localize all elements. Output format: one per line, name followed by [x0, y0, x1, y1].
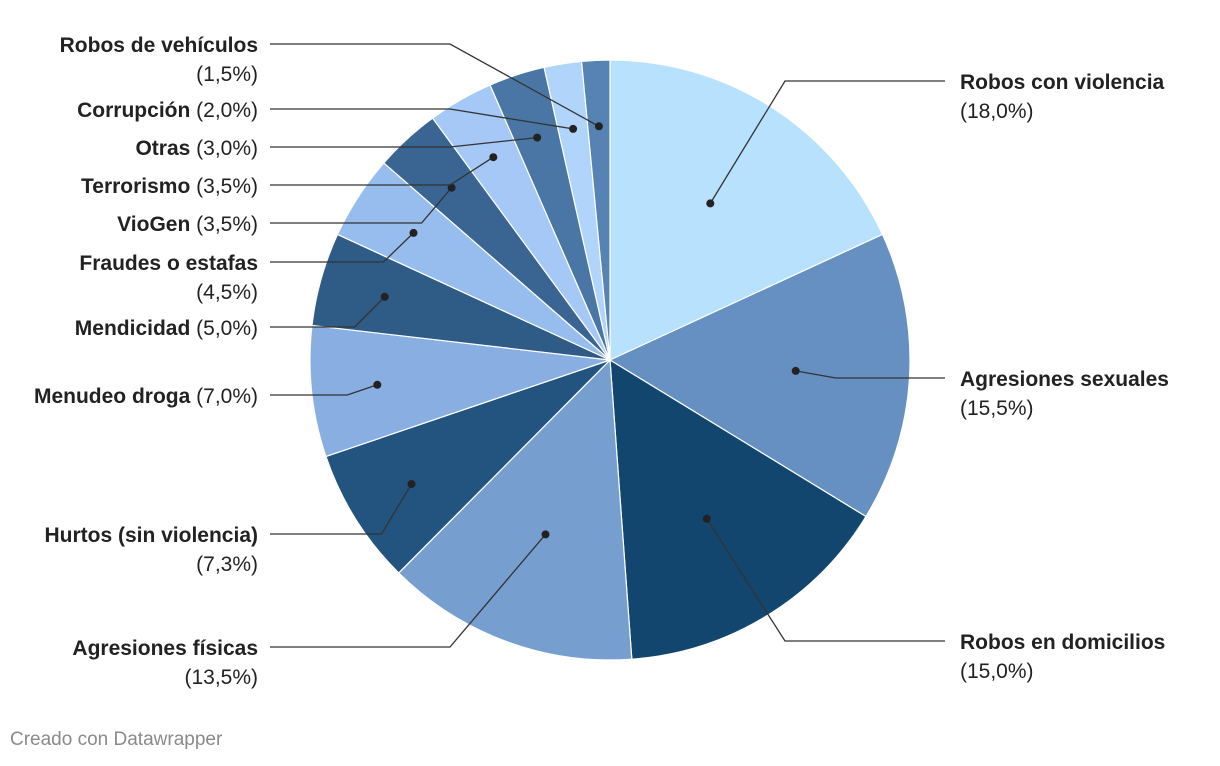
label-hurtos-sin-violencia: Hurtos (sin violencia) (7,3%): [44, 524, 258, 576]
leader-lines: [270, 43, 945, 648]
pie-slices: [309, 59, 911, 661]
leader-line-menudeo-droga: [270, 384, 378, 396]
label-pct-menudeo-droga: (7,0%): [190, 385, 258, 408]
slice-agresiones-fisicas: [397, 358, 633, 661]
label-pct-mendicidad: (5,0%): [190, 317, 258, 340]
leader-line-viogen: [270, 187, 453, 224]
label-name-corrupcion: Corrupción: [77, 99, 190, 122]
leader-dot-robos-de-vehiculos: [594, 122, 603, 131]
label-agresiones-sexuales: Agresiones sexuales (15,5%): [960, 368, 1169, 420]
label-pct-robos-en-domicilios: (15,0%): [960, 660, 1034, 683]
label-pct-terrorismo: (3,5%): [190, 175, 258, 198]
label-pct-agresiones-sexuales: (15,5%): [960, 397, 1034, 420]
label-robos-en-domicilios: Robos en domicilios (15,0%): [960, 631, 1165, 683]
label-name-otras: Otras: [135, 137, 190, 160]
label-otras: Otras (3,0%): [135, 137, 258, 160]
label-agresiones-fisicas: Agresiones físicas (13,5%): [72, 637, 258, 689]
leader-dot-fraudes-o-estafas: [409, 228, 418, 237]
leader-dot-terrorismo: [489, 153, 498, 162]
label-name-menudeo-droga: Menudeo droga: [34, 385, 191, 408]
credit-text: Creado con Datawrapper: [10, 729, 223, 750]
label-pct-hurtos-sin-violencia: (7,3%): [196, 553, 258, 576]
label-pct-robos-con-violencia: (18,0%): [960, 100, 1034, 123]
leader-dot-mendicidad: [380, 292, 389, 301]
label-pct-fraudes-o-estafas: (4,5%): [196, 281, 258, 304]
leader-line-agresiones-sexuales: [795, 370, 945, 379]
label-name-fraudes-o-estafas: Fraudes o estafas: [79, 252, 258, 275]
slice-robos-con-violencia: [609, 59, 884, 361]
leader-line-mendicidad: [270, 296, 386, 328]
label-pct-corrupcion: (2,0%): [190, 99, 258, 122]
label-mendicidad: Mendicidad (5,0%): [75, 317, 258, 340]
leader-line-terrorismo: [270, 156, 494, 186]
label-name-mendicidad: Mendicidad: [75, 317, 191, 340]
label-name-viogen: VioGen: [117, 213, 190, 236]
leader-line-otras: [270, 136, 538, 148]
leader-dot-agresiones-fisicas: [541, 530, 550, 539]
label-pct-viogen: (3,5%): [190, 213, 258, 236]
label-name-hurtos-sin-violencia: Hurtos (sin violencia): [44, 524, 258, 547]
label-menudeo-droga: Menudeo droga (7,0%): [34, 385, 258, 408]
label-pct-otras: (3,0%): [190, 137, 258, 160]
leader-line-robos-en-domicilios: [706, 518, 945, 642]
leader-dot-corrupcion: [569, 124, 578, 133]
leader-dot-menudeo-droga: [373, 380, 382, 389]
label-name-agresiones-fisicas: Agresiones físicas: [72, 637, 258, 660]
leader-line-agresiones-fisicas: [270, 533, 546, 648]
leader-dot-viogen: [447, 183, 456, 192]
label-name-agresiones-sexuales: Agresiones sexuales: [960, 368, 1169, 391]
label-robos-con-violencia: Robos con violencia (18,0%): [960, 71, 1165, 123]
label-name-terrorismo: Terrorismo: [81, 175, 190, 198]
leader-dot-robos-con-violencia: [706, 199, 715, 208]
label-terrorismo: Terrorismo (3,5%): [81, 175, 258, 198]
slice-robos-de-vehiculos: [580, 59, 611, 361]
slice-robos-en-domicilios: [609, 358, 867, 660]
leader-dot-otras: [533, 133, 542, 142]
leader-line-robos-de-vehiculos: [270, 43, 600, 127]
label-robos-de-vehiculos: Robos de vehículos (1,5%): [60, 34, 258, 86]
slice-menudeo-droga: [309, 324, 611, 458]
label-name-robos-con-violencia: Robos con violencia: [960, 71, 1165, 94]
slice-hurtos-sin-violencia: [325, 359, 611, 574]
label-pct-robos-de-vehiculos: (1,5%): [196, 63, 258, 86]
leader-line-fraudes-o-estafas: [270, 232, 414, 263]
label-viogen: VioGen (3,5%): [117, 213, 258, 236]
label-fraudes-o-estafas: Fraudes o estafas (4,5%): [79, 252, 258, 304]
leader-line-hurtos-sin-violencia: [270, 483, 413, 535]
label-name-robos-de-vehiculos: Robos de vehículos: [60, 34, 258, 57]
leader-line-corrupcion: [270, 108, 574, 130]
label-name-robos-en-domicilios: Robos en domicilios: [960, 631, 1165, 654]
leader-dot-robos-en-domicilios: [702, 514, 711, 523]
slice-labels: Robos con violencia (18,0%) Agresiones sex…: [34, 34, 1169, 689]
label-pct-agresiones-fisicas: (13,5%): [184, 666, 258, 689]
leader-dot-hurtos-sin-violencia: [407, 480, 416, 488]
leader-line-robos-con-violencia: [709, 80, 945, 204]
leader-dot-agresiones-sexuales: [791, 366, 800, 375]
label-corrupcion: Corrupción (2,0%): [77, 99, 258, 122]
